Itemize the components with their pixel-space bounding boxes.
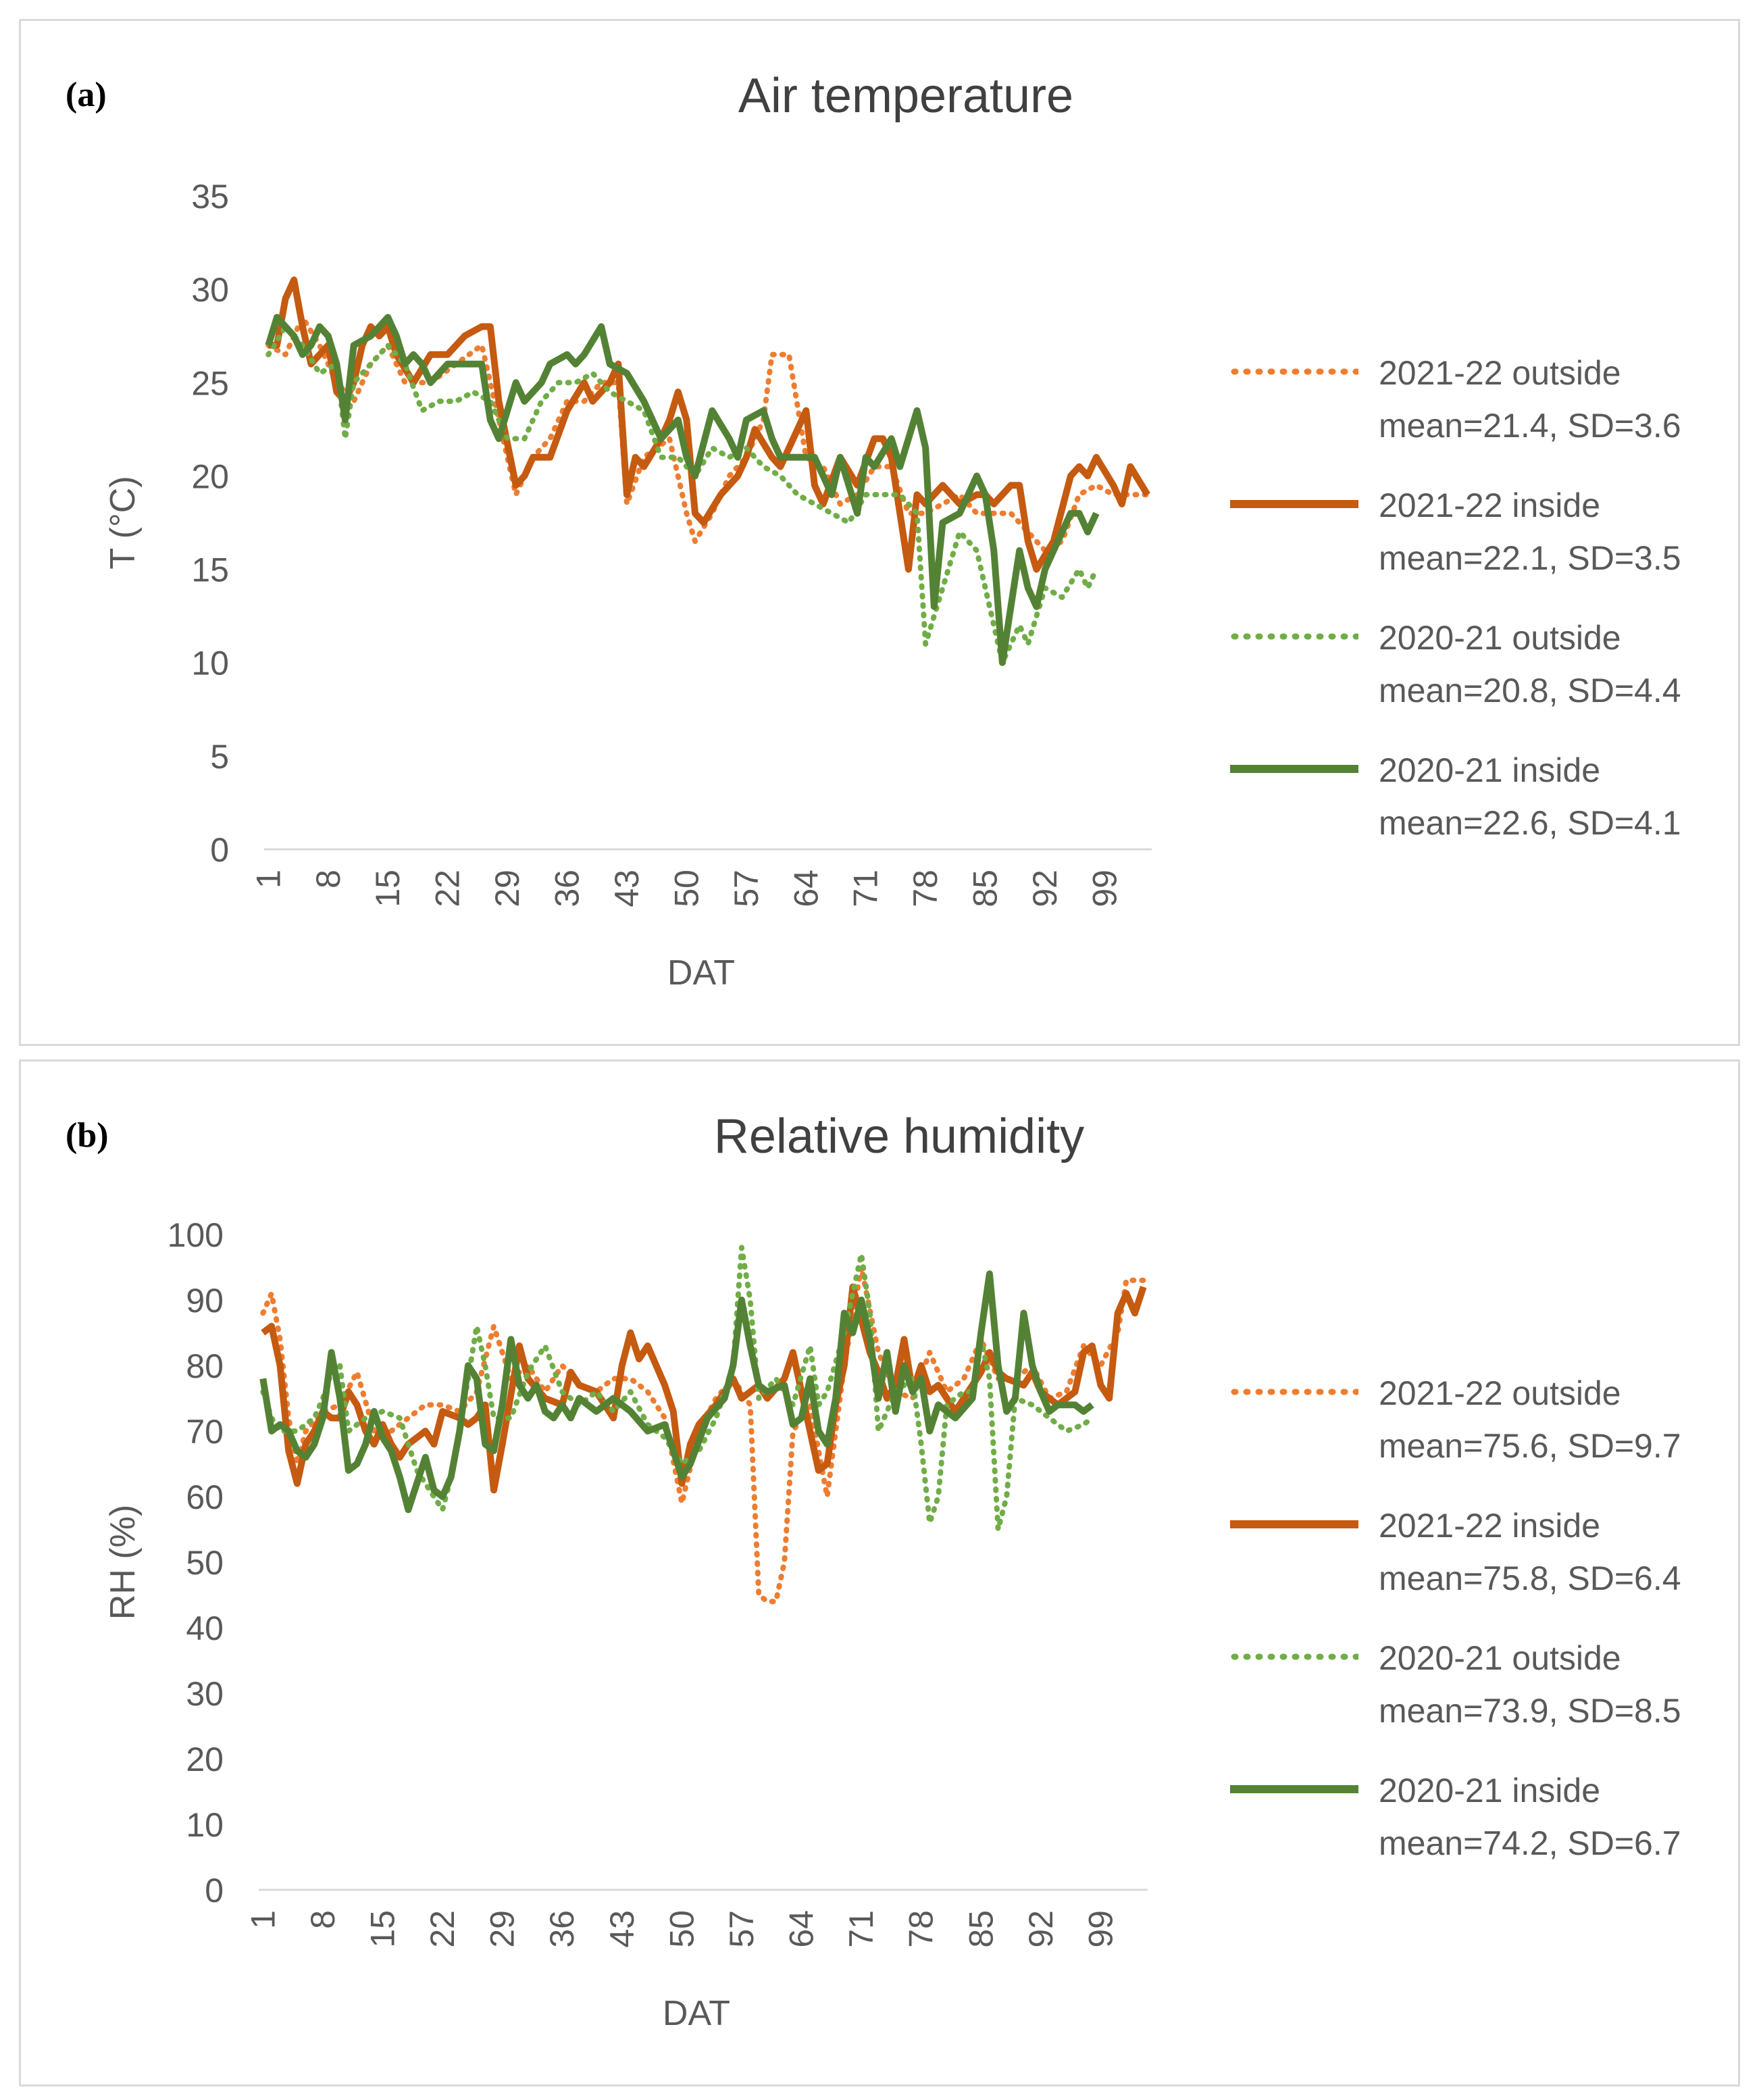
legend-stats: mean=73.9, SD=8.5 xyxy=(1379,1692,1681,1730)
legend-series: 2021-22 inside xyxy=(1379,486,1601,524)
legend-swatch-solid xyxy=(1230,500,1358,508)
x-tick-label: 1 xyxy=(244,1910,282,1929)
legend-stats: mean=22.1, SD=3.5 xyxy=(1379,539,1681,577)
x-tick-label: 64 xyxy=(787,870,825,907)
y-axis-title: RH (%) xyxy=(103,1505,143,1620)
legend-swatch-solid xyxy=(1230,765,1358,773)
y-tick-label: 35 xyxy=(191,178,229,216)
legend-swatch-dotted xyxy=(1231,1389,1358,1395)
legend-item: 2020-21 inside mean=22.6, SD=4.1 xyxy=(1230,749,1716,882)
legend-stats: mean=21.4, SD=3.6 xyxy=(1379,407,1681,445)
y-tick-label: 15 xyxy=(191,551,229,589)
x-tick-label: 85 xyxy=(962,1910,1000,1948)
legend-item: 2021-22 inside mean=75.8, SD=6.4 xyxy=(1230,1505,1716,1637)
y-tick-label: 70 xyxy=(186,1413,224,1451)
y-tick-label: 90 xyxy=(186,1282,224,1320)
x-tick-label: 43 xyxy=(603,1910,641,1948)
x-axis-title: DAT xyxy=(667,953,735,993)
y-tick-label: 40 xyxy=(186,1609,224,1647)
x-tick-label: 22 xyxy=(424,1910,461,1948)
legend-item: 2020-21 outside mean=20.8, SD=4.4 xyxy=(1230,617,1716,749)
x-tick-label: 29 xyxy=(488,870,526,907)
x-axis-title: DAT xyxy=(663,1994,730,2033)
x-tick-label: 71 xyxy=(847,870,885,907)
y-tick-label: 0 xyxy=(205,1872,224,1909)
panel-air-temperature: (a) Air temperature 0 5 10 15 20 25 30 35 1 8 15 22… xyxy=(19,19,1740,1046)
legend-stats: mean=20.8, SD=4.4 xyxy=(1379,672,1681,709)
legend-stats: mean=74.2, SD=6.7 xyxy=(1379,1824,1681,1862)
legend: 2021-22 outside mean=21.4, SD=3.6 2021-22… xyxy=(1230,352,1716,882)
chart-title: Relative humidity xyxy=(713,1109,1085,1164)
legend-stats: mean=75.8, SD=6.4 xyxy=(1379,1559,1681,1597)
x-tick-label: 57 xyxy=(728,870,765,907)
humidity-plot: 0 10 20 30 40 50 60 70 80 90 100 1 8 15 22 29 36 43 50 57 64… xyxy=(103,1216,1148,2033)
y-tick-label: 10 xyxy=(191,645,229,682)
x-tick-label: 71 xyxy=(842,1910,880,1948)
legend-series: 2021-22 inside xyxy=(1379,1507,1601,1545)
legend-series: 2020-21 inside xyxy=(1379,751,1601,789)
legend-swatch-solid xyxy=(1230,1785,1358,1793)
x-tick-label: 8 xyxy=(304,1910,342,1929)
legend-series: 2021-22 outside xyxy=(1379,354,1621,392)
panel-relative-humidity: (b) Relative humidity 0 10 20 30 40 50 60 70 80 9… xyxy=(19,1059,1740,2086)
chart-title: Air temperature xyxy=(738,69,1074,123)
x-tick-label: 22 xyxy=(429,870,467,907)
legend-swatch-dotted xyxy=(1231,368,1358,375)
legend-swatch-solid xyxy=(1230,1520,1358,1528)
legend: 2021-22 outside mean=75.6, SD=9.7 2021-22… xyxy=(1230,1372,1716,1902)
legend-series: 2020-21 outside xyxy=(1379,1639,1621,1677)
x-tick-label: 43 xyxy=(608,870,646,907)
x-tick-label: 92 xyxy=(1026,870,1064,907)
x-tick-label: 99 xyxy=(1086,870,1124,907)
legend-stats: mean=22.6, SD=4.1 xyxy=(1379,804,1681,842)
y-tick-label: 20 xyxy=(191,457,229,495)
x-tick-label: 78 xyxy=(902,1910,940,1948)
x-tick-label: 92 xyxy=(1022,1910,1060,1948)
y-tick-label: 0 xyxy=(210,831,229,869)
series-line-2020-21-inside xyxy=(265,314,1100,666)
panel-label: (a) xyxy=(66,76,107,114)
x-tick-label: 99 xyxy=(1081,1910,1119,1948)
y-tick-label: 30 xyxy=(191,271,229,309)
y-tick-label: 80 xyxy=(186,1347,224,1385)
x-tick-label: 15 xyxy=(369,870,407,907)
y-tick-label: 25 xyxy=(191,364,229,402)
x-tick-label: 29 xyxy=(484,1910,521,1948)
y-tick-label: 30 xyxy=(186,1675,224,1713)
legend-item: 2021-22 outside mean=21.4, SD=3.6 xyxy=(1230,352,1716,484)
y-tick-label: 100 xyxy=(168,1216,224,1254)
x-tick-label: 8 xyxy=(309,870,347,889)
series-line-2020-21-outside xyxy=(260,1245,1095,1532)
y-tick-label: 50 xyxy=(186,1544,224,1582)
y-tick-label: 10 xyxy=(186,1806,224,1844)
x-tick-label: 57 xyxy=(723,1910,761,1948)
legend-swatch-dotted xyxy=(1231,633,1358,640)
x-tick-label: 15 xyxy=(363,1910,401,1948)
legend-stats: mean=75.6, SD=9.7 xyxy=(1379,1427,1681,1465)
y-tick-label: 20 xyxy=(186,1741,224,1778)
legend-item: 2020-21 inside mean=74.2, SD=6.7 xyxy=(1230,1770,1716,1902)
x-tick-label: 50 xyxy=(663,1910,700,1948)
panel-label: (b) xyxy=(66,1116,109,1155)
x-tick-label: 36 xyxy=(549,870,586,907)
temperature-plot: 0 5 10 15 20 25 30 35 1 8 15 22 29 36 43 50 57 64 71 78 85 92… xyxy=(103,178,1152,993)
x-tick-label: 85 xyxy=(967,870,1004,907)
legend-swatch-dotted xyxy=(1231,1653,1358,1660)
legend-item: 2021-22 inside mean=22.1, SD=3.5 xyxy=(1230,484,1716,617)
x-tick-label: 78 xyxy=(907,870,944,907)
series-line-2020-21-inside xyxy=(259,1270,1094,1514)
legend-item: 2020-21 outside mean=73.9, SD=8.5 xyxy=(1230,1637,1716,1770)
x-tick-label: 64 xyxy=(783,1910,821,1948)
y-axis-title: T (°C) xyxy=(103,476,143,569)
x-tick-label: 50 xyxy=(667,870,705,907)
legend-series: 2021-22 outside xyxy=(1379,1374,1621,1412)
x-tick-label: 1 xyxy=(249,870,287,889)
y-tick-label: 60 xyxy=(186,1478,224,1516)
legend-series: 2020-21 inside xyxy=(1379,1772,1601,1809)
y-tick-label: 5 xyxy=(210,738,229,776)
legend-item: 2021-22 outside mean=75.6, SD=9.7 xyxy=(1230,1372,1716,1505)
x-tick-label: 36 xyxy=(543,1910,581,1948)
legend-series: 2020-21 outside xyxy=(1379,619,1621,657)
